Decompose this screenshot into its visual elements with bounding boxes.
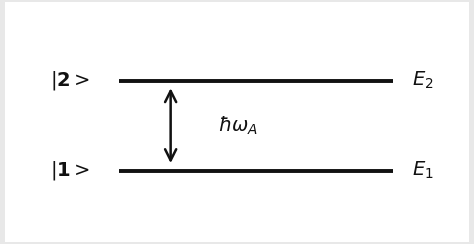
Text: $E_1$: $E_1$ — [412, 160, 434, 182]
Text: $|$$\mathbf{1}$$>$: $|$$\mathbf{1}$$>$ — [50, 159, 90, 182]
Text: $\hbar\omega_{A}$: $\hbar\omega_{A}$ — [218, 114, 258, 137]
FancyBboxPatch shape — [5, 2, 469, 242]
Text: $E_2$: $E_2$ — [412, 70, 434, 91]
Text: $|$$\mathbf{2}$$>$: $|$$\mathbf{2}$$>$ — [50, 69, 90, 92]
